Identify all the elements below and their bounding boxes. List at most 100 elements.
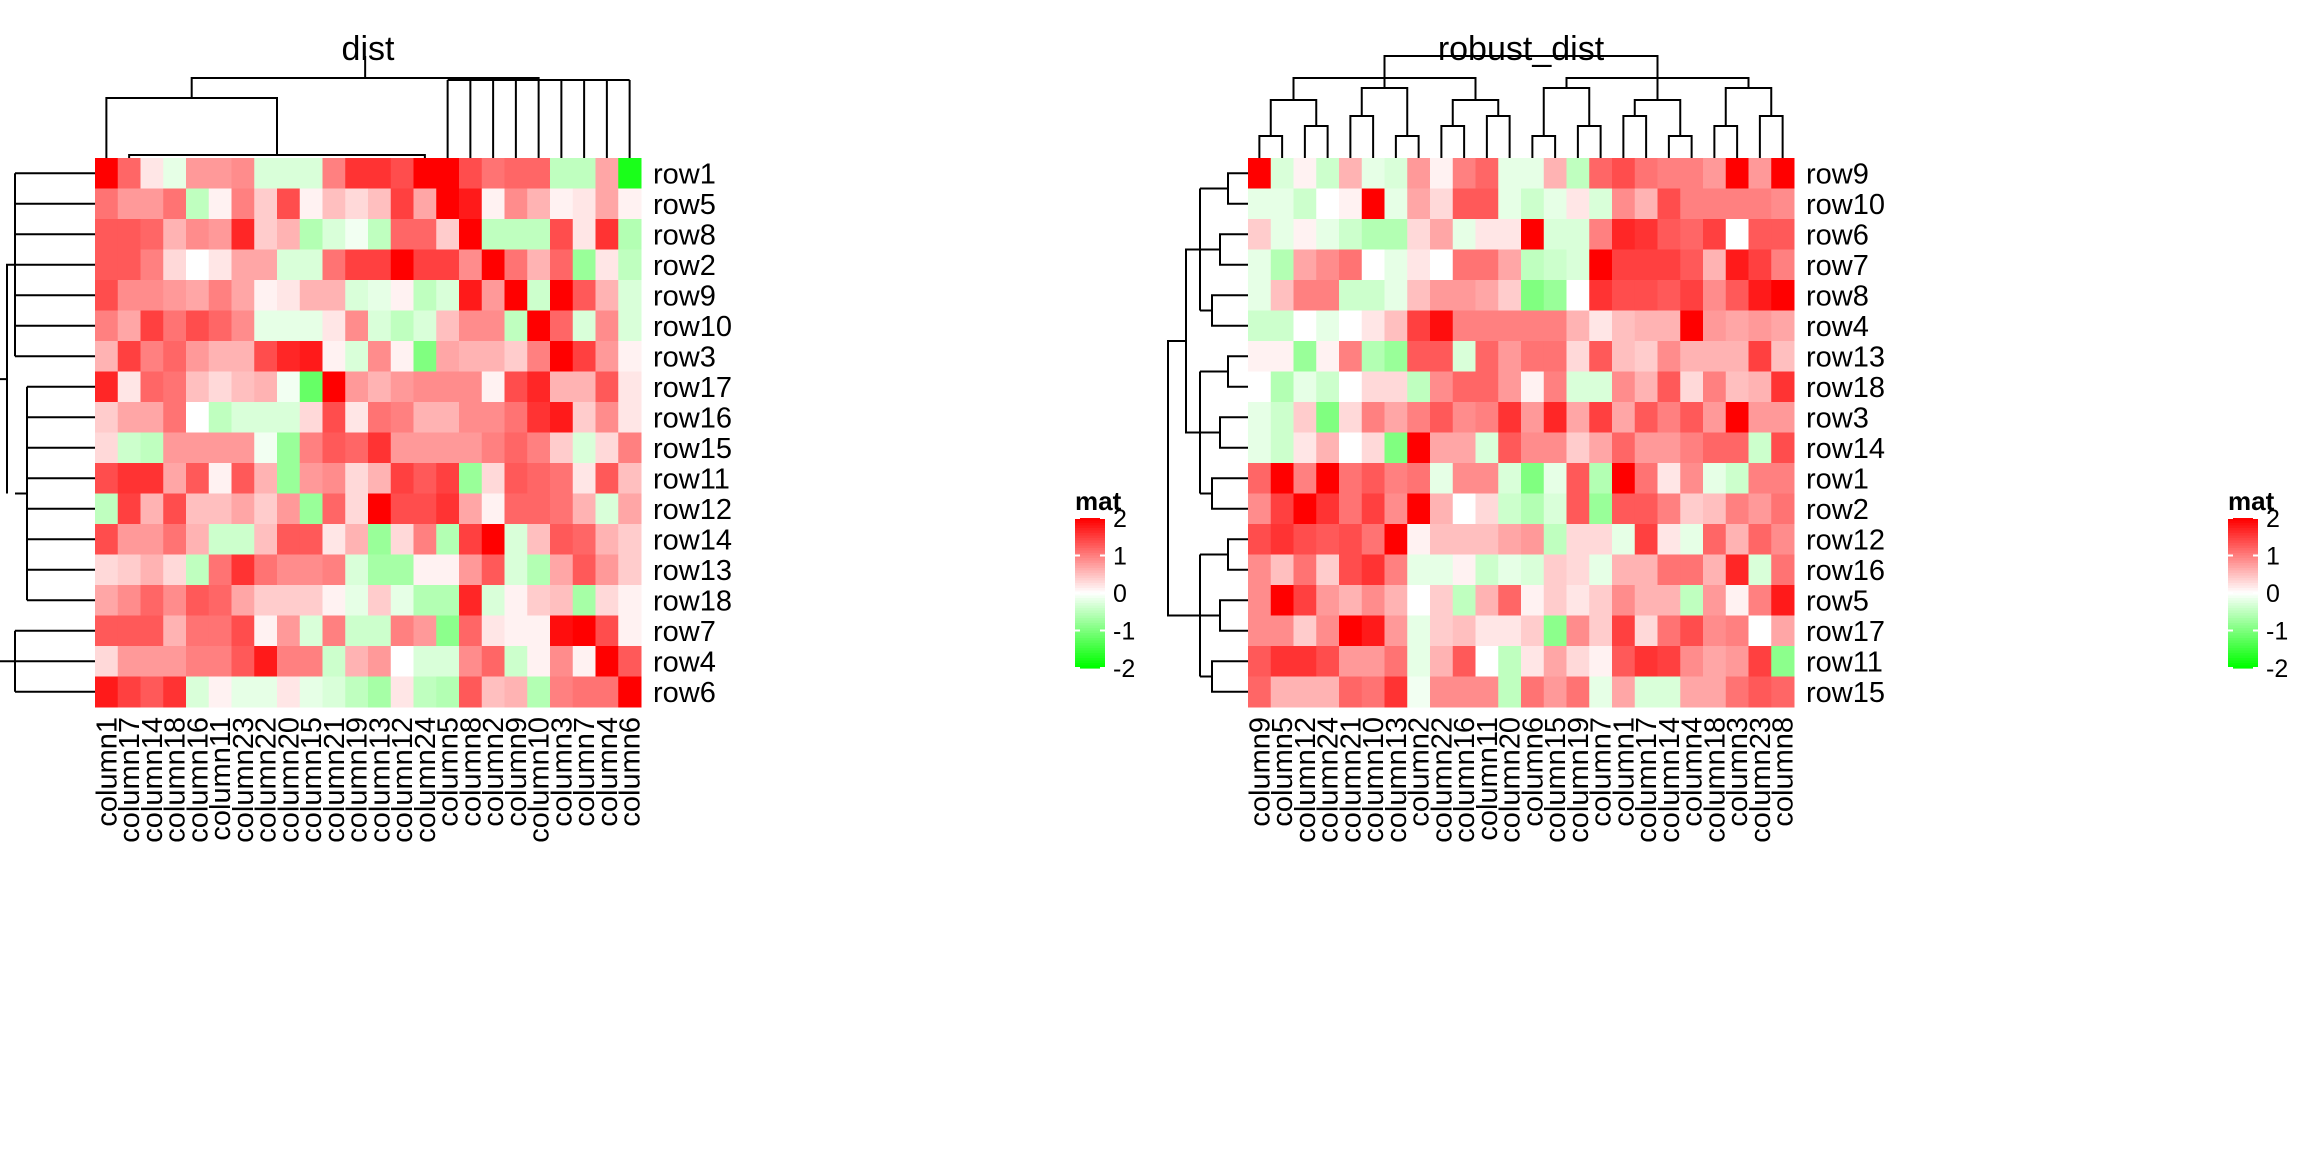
heatmap-cell <box>368 493 392 525</box>
heatmap-cell <box>1634 219 1658 250</box>
heatmap-cell <box>390 371 414 403</box>
legend-swatch <box>1075 633 1105 637</box>
legend-swatch <box>2228 528 2258 532</box>
heatmap-cell <box>368 188 392 220</box>
heatmap-cell <box>277 371 301 403</box>
heatmap-cell <box>1361 402 1385 433</box>
heatmap-cell <box>117 249 141 281</box>
heatmap-cell <box>1361 615 1385 647</box>
heatmap-cell <box>186 341 210 372</box>
heatmap-cell <box>1339 280 1363 311</box>
heatmap-cell <box>1725 402 1749 433</box>
heatmap-cell <box>1407 219 1431 250</box>
heatmap-cell <box>368 615 392 647</box>
heatmap-cell <box>95 402 119 433</box>
heatmap-cell <box>595 646 619 677</box>
heatmap-cell <box>1339 249 1363 281</box>
column-label: column9 <box>1244 717 1276 827</box>
heatmap-cell <box>322 158 346 189</box>
heatmap-cell <box>208 249 232 281</box>
heatmap-cell <box>1339 310 1363 342</box>
heatmap-cell <box>1361 524 1385 555</box>
heatmap-cell <box>254 219 278 250</box>
heatmap-cell <box>527 219 551 250</box>
legend-swatch <box>2228 570 2258 574</box>
heatmap-cell <box>481 554 505 586</box>
legend-swatch <box>1075 625 1105 629</box>
heatmap-cell <box>345 463 369 494</box>
heatmap-cell <box>1771 646 1795 677</box>
heatmap-cell <box>1498 310 1522 342</box>
heatmap-cell <box>1543 585 1567 616</box>
heatmap-cell <box>618 432 642 464</box>
heatmap-cell <box>345 341 369 372</box>
heatmap-cell <box>595 371 619 403</box>
legend-swatch <box>2228 648 2258 652</box>
heatmap-cell <box>1475 188 1499 220</box>
heatmap-cell <box>208 493 232 525</box>
legend-swatch <box>2228 615 2258 619</box>
heatmap-cell <box>436 554 460 586</box>
heatmap-cell <box>322 554 346 586</box>
heatmap-cell <box>277 280 301 311</box>
heatmap-cell <box>390 554 414 586</box>
legend-swatch <box>2228 665 2258 669</box>
legend-swatch <box>2228 573 2258 577</box>
heatmap-cell <box>1771 493 1795 525</box>
heatmap-cell <box>527 676 551 708</box>
heatmap-cell <box>550 402 574 433</box>
heatmap-cell <box>368 219 392 250</box>
heatmap-cell <box>1248 158 1272 189</box>
heatmap-cell <box>1293 463 1317 494</box>
heatmap-cell <box>1703 554 1727 586</box>
heatmap-cell <box>299 554 323 586</box>
heatmap-cell <box>459 341 483 372</box>
heatmap-cell <box>1316 188 1340 220</box>
heatmap-cell <box>1657 646 1681 677</box>
heatmap-cell <box>299 310 323 342</box>
heatmap-cell <box>1657 341 1681 372</box>
heatmap-cell <box>163 158 187 189</box>
heatmap-cell <box>572 402 596 433</box>
heatmap-cell <box>208 615 232 647</box>
legend-swatch <box>2228 595 2258 599</box>
legend-swatch <box>1075 605 1105 609</box>
column-label: column8 <box>455 717 487 827</box>
heatmap-cell <box>550 341 574 372</box>
heatmap-cell <box>550 493 574 525</box>
heatmap-cell <box>1407 676 1431 708</box>
heatmap-cell <box>1521 554 1545 586</box>
heatmap-cell <box>117 493 141 525</box>
heatmap-cell <box>208 158 232 189</box>
heatmap-cell <box>1703 280 1727 311</box>
heatmap-cell <box>1543 646 1567 677</box>
heatmap-cell <box>95 310 119 342</box>
heatmap-cell <box>277 463 301 494</box>
heatmap-cell <box>1452 463 1476 494</box>
row-label: row2 <box>1806 494 1869 526</box>
heatmap-cell <box>1543 524 1567 555</box>
heatmap-cell <box>186 310 210 342</box>
heatmap-cell <box>1566 554 1590 586</box>
heatmap-cell <box>1771 219 1795 250</box>
legend-swatch <box>1075 545 1105 549</box>
heatmap-cell <box>1248 432 1272 464</box>
heatmap-cell <box>1680 158 1704 189</box>
heatmap-cell <box>186 646 210 677</box>
heatmap-cell <box>277 585 301 616</box>
heatmap-cell <box>1361 280 1385 311</box>
heatmap-cell <box>1384 371 1408 403</box>
heatmap-cell <box>1430 524 1454 555</box>
heatmap-cell <box>1361 585 1385 616</box>
heatmap-cell <box>1680 646 1704 677</box>
heatmap-cell <box>1566 402 1590 433</box>
heatmap-cell <box>1703 188 1727 220</box>
heatmap-cell <box>1316 280 1340 311</box>
heatmap-cell <box>1566 310 1590 342</box>
heatmap-cell <box>504 493 528 525</box>
legend-swatch <box>1075 575 1105 579</box>
heatmap-cell <box>1361 310 1385 342</box>
heatmap-cell <box>254 524 278 555</box>
heatmap-cell <box>550 249 574 281</box>
